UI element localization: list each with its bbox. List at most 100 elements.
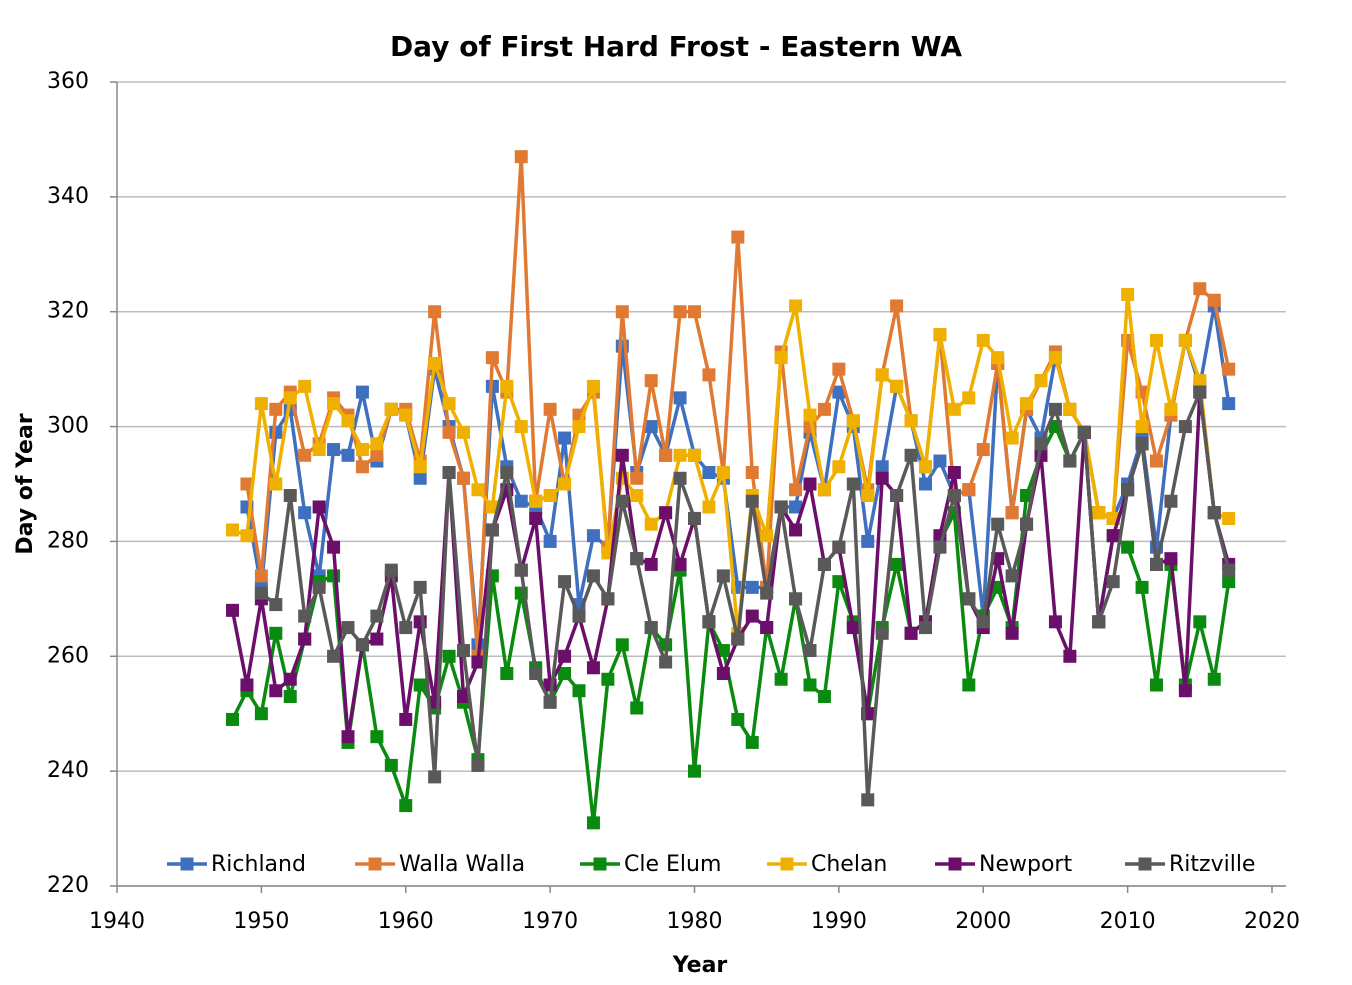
marker bbox=[1020, 517, 1034, 531]
marker bbox=[1092, 506, 1106, 520]
y-tick-label: 320 bbox=[47, 299, 89, 324]
marker bbox=[312, 443, 326, 457]
marker bbox=[298, 609, 312, 623]
marker bbox=[789, 500, 803, 514]
marker bbox=[789, 483, 803, 497]
marker bbox=[1048, 402, 1062, 416]
marker bbox=[601, 672, 615, 686]
marker bbox=[962, 678, 976, 692]
marker bbox=[370, 448, 384, 462]
legend-label: Walla Walla bbox=[399, 852, 525, 877]
marker bbox=[904, 626, 918, 640]
marker bbox=[933, 540, 947, 554]
marker bbox=[1121, 287, 1135, 301]
marker bbox=[615, 305, 629, 319]
marker bbox=[1135, 580, 1149, 594]
series-line bbox=[260, 390, 1231, 802]
marker bbox=[442, 649, 456, 663]
marker bbox=[615, 638, 629, 652]
marker bbox=[312, 500, 326, 514]
marker bbox=[1150, 454, 1163, 468]
marker bbox=[702, 466, 716, 480]
marker bbox=[457, 644, 470, 658]
marker bbox=[226, 603, 239, 617]
marker bbox=[283, 488, 297, 502]
marker bbox=[341, 448, 355, 462]
marker bbox=[846, 477, 860, 491]
marker bbox=[586, 661, 600, 675]
marker bbox=[1063, 649, 1077, 663]
marker bbox=[370, 437, 384, 451]
marker bbox=[341, 621, 355, 635]
marker bbox=[803, 477, 817, 491]
marker bbox=[673, 305, 687, 319]
marker bbox=[543, 488, 557, 502]
marker bbox=[716, 569, 730, 583]
marker bbox=[731, 712, 745, 726]
marker bbox=[572, 420, 586, 434]
series-line bbox=[230, 424, 1231, 825]
marker bbox=[1150, 557, 1163, 571]
marker bbox=[716, 644, 730, 658]
marker bbox=[471, 655, 485, 669]
marker bbox=[254, 586, 268, 600]
marker bbox=[630, 488, 644, 502]
marker bbox=[500, 379, 514, 393]
marker bbox=[240, 529, 254, 543]
marker bbox=[355, 460, 369, 474]
marker bbox=[1164, 402, 1178, 416]
x-tick-label: 2020 bbox=[1244, 909, 1300, 934]
legend-marker bbox=[948, 857, 962, 871]
marker bbox=[817, 402, 831, 416]
marker bbox=[875, 471, 889, 485]
y-tick-label: 300 bbox=[47, 414, 89, 439]
series-line bbox=[230, 390, 1231, 739]
legend-marker bbox=[180, 857, 194, 871]
marker bbox=[298, 632, 312, 646]
y-tick-label: 240 bbox=[47, 758, 89, 783]
marker bbox=[341, 730, 355, 744]
marker bbox=[673, 471, 687, 485]
marker bbox=[1135, 420, 1149, 434]
marker bbox=[875, 368, 889, 382]
y-tick-label: 340 bbox=[47, 184, 89, 209]
marker bbox=[832, 460, 846, 474]
marker bbox=[1178, 684, 1192, 698]
marker bbox=[659, 655, 673, 669]
marker bbox=[702, 500, 716, 514]
marker bbox=[442, 425, 456, 439]
marker bbox=[1207, 506, 1221, 520]
marker bbox=[500, 667, 514, 681]
marker bbox=[457, 425, 470, 439]
marker bbox=[832, 385, 846, 399]
marker bbox=[817, 557, 831, 571]
marker bbox=[1222, 563, 1236, 577]
marker bbox=[586, 529, 600, 543]
marker bbox=[962, 483, 976, 497]
marker bbox=[702, 368, 716, 382]
marker bbox=[558, 431, 572, 445]
y-tick-label: 220 bbox=[47, 873, 89, 898]
marker bbox=[644, 420, 658, 434]
legend-label: Ritzville bbox=[1169, 852, 1255, 877]
legend-label: Cle Elum bbox=[624, 852, 721, 877]
marker bbox=[543, 534, 557, 548]
y-tick-label: 360 bbox=[47, 69, 89, 94]
marker bbox=[413, 580, 427, 594]
marker bbox=[1034, 437, 1048, 451]
marker bbox=[1121, 540, 1135, 554]
marker bbox=[688, 305, 701, 319]
legend-marker bbox=[593, 857, 607, 871]
marker bbox=[442, 397, 456, 411]
y-tick-label: 280 bbox=[47, 528, 89, 553]
marker bbox=[298, 379, 312, 393]
marker bbox=[991, 351, 1005, 365]
x-tick-label: 1950 bbox=[233, 909, 289, 934]
marker bbox=[630, 471, 644, 485]
marker bbox=[803, 408, 817, 422]
marker bbox=[283, 391, 297, 405]
marker bbox=[1193, 282, 1207, 296]
marker bbox=[1005, 506, 1019, 520]
marker bbox=[1005, 431, 1019, 445]
